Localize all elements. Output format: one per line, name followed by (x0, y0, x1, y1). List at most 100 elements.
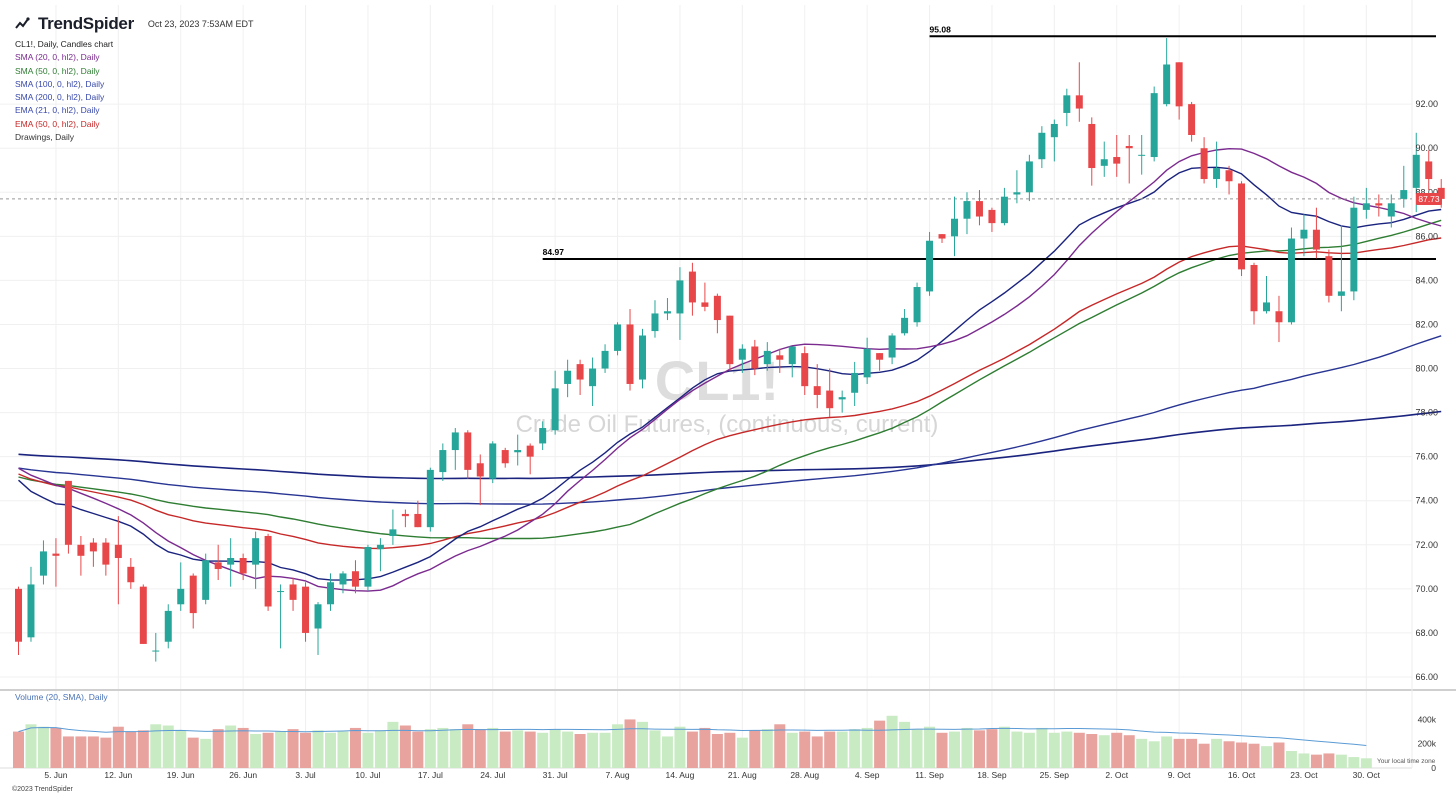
volume-bar (1111, 732, 1123, 768)
candle-body (539, 428, 547, 444)
candle-body (951, 218, 958, 237)
volume-ma-line (18, 726, 1367, 746)
volume-bar (624, 719, 636, 768)
candle-body (988, 209, 996, 224)
y-tick-label: 76.00 (1415, 452, 1438, 462)
candle-body (464, 432, 472, 470)
volume-bar (175, 730, 187, 768)
candle-body (364, 546, 372, 587)
candle-body (1050, 123, 1058, 138)
volume-bar (1248, 743, 1260, 768)
x-tick-label: 2. Oct (1105, 770, 1128, 780)
timezone-label[interactable]: Your local time zone (1377, 758, 1436, 765)
volume-bar (786, 732, 798, 768)
volume-bar (949, 731, 960, 768)
candle-body (277, 591, 285, 593)
x-tick-label: 12. Jun (104, 770, 132, 780)
volume-bar (1298, 753, 1310, 768)
candle-body (439, 450, 447, 473)
candle-body (1088, 123, 1096, 169)
trendspider-logo-icon (15, 17, 30, 29)
candle-body (526, 445, 534, 457)
legend-drawings[interactable]: Drawings, Daily (15, 132, 75, 143)
candle-body (1213, 168, 1221, 180)
candle-body (738, 348, 746, 360)
candle-body (1000, 196, 1008, 224)
volume-bar (300, 732, 312, 768)
volume-bar (212, 729, 224, 768)
volume-bar (325, 732, 336, 768)
candle-body (751, 346, 759, 369)
volume-bar (512, 730, 524, 768)
ema-50-line (18, 237, 1442, 550)
volume-legend[interactable]: Volume (20, SMA), Daily (15, 692, 108, 702)
last-price-badge: 87.73 (1416, 192, 1442, 205)
candle-body (1025, 161, 1033, 193)
candle-body (663, 311, 671, 314)
volume-bar (699, 727, 711, 768)
volume-bar (1285, 751, 1297, 768)
candle-body (1362, 203, 1370, 210)
volume-bar (1036, 727, 1048, 768)
volume-bar (549, 729, 561, 768)
volume-bar (25, 724, 37, 768)
candle-body (926, 240, 934, 292)
y-tick-label: 88.00 (1415, 187, 1438, 197)
volume-bar (637, 721, 648, 768)
legend-ema-50[interactable]: EMA (50, 0, hl2), Daily (15, 118, 100, 129)
volume-bar (674, 726, 686, 768)
candle-body (688, 271, 696, 303)
volume-bar (537, 732, 549, 768)
candle-body (963, 201, 971, 219)
candle-body (52, 553, 60, 556)
legend-sma-50[interactable]: SMA (50, 0, hl2), Daily (15, 65, 100, 76)
candle-body (1138, 154, 1146, 156)
volume-bar (112, 726, 124, 768)
volume-bar (1048, 732, 1060, 768)
legend-ema-21[interactable]: EMA (21, 0, hl2), Daily (15, 105, 100, 116)
candle-body (501, 450, 509, 464)
candle-body (651, 313, 659, 332)
symbol-line[interactable]: CL1!, Daily, Candles chart (15, 39, 114, 49)
legend-sma-20[interactable]: SMA (20, 0, hl2), Daily (15, 52, 100, 63)
volume-bar (649, 730, 661, 768)
x-tick-label: 17. Jul (418, 770, 443, 780)
candle-body (901, 317, 909, 334)
legend-sma-100[interactable]: SMA (100, 0, hl2), Daily (15, 78, 105, 89)
candle-body (876, 353, 884, 360)
legend-sma-200[interactable]: SMA (200, 0, hl2), Daily (15, 92, 105, 103)
volume-bar (574, 734, 586, 768)
candle-body (114, 544, 122, 559)
volume-bar (599, 732, 611, 768)
volume-bars (13, 715, 1372, 768)
volume-bar (100, 737, 112, 768)
volume-bar (412, 731, 424, 768)
volume-bar (774, 724, 786, 768)
candle-body (1412, 154, 1420, 188)
volume-bar (13, 731, 24, 768)
volume-bar (1061, 731, 1073, 768)
volume-bar (449, 729, 461, 768)
x-tick-label: 4. Sep (855, 770, 880, 780)
volume-bar (961, 727, 973, 768)
volume-bar (711, 734, 723, 768)
horizontal-levels[interactable]: 95.08 84.97 (0, 24, 1436, 261)
candle-body (826, 390, 834, 409)
candle-body (975, 201, 983, 217)
x-tick-label: 23. Oct (1290, 770, 1318, 780)
volume-bar (1073, 732, 1085, 768)
y-tick-label: 82.00 (1415, 319, 1438, 329)
volume-bar (1086, 734, 1098, 768)
volume-bar (225, 725, 237, 768)
candle-body (763, 350, 771, 365)
candle-body (813, 386, 821, 395)
volume-bar (811, 736, 823, 768)
candle-body (139, 586, 147, 644)
volume-bar (424, 729, 436, 768)
volume-bar (150, 724, 162, 768)
candle-body (1238, 183, 1246, 270)
volume-bar (911, 729, 923, 768)
candle-body (514, 450, 522, 453)
volume-bar (1261, 746, 1272, 768)
